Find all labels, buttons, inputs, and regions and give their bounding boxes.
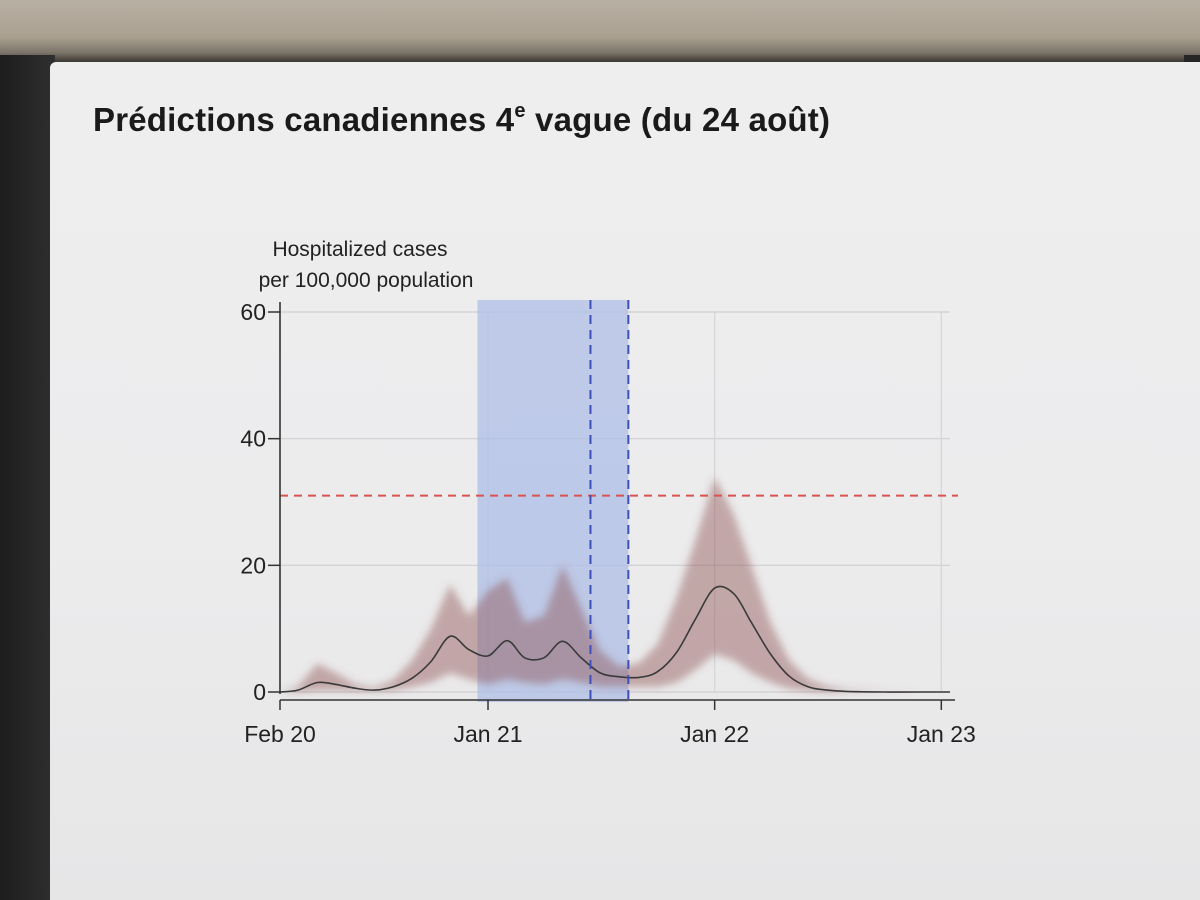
y-axis-label-line1: Hospitalized cases bbox=[272, 238, 447, 261]
axis-labels: Hospitalized cases per 100,000 populatio… bbox=[259, 238, 474, 292]
y-axis-label-line2: per 100,000 population bbox=[259, 269, 474, 292]
monitor-bezel-left bbox=[0, 55, 55, 900]
x-tick-label-3: Jan 23 bbox=[907, 721, 976, 747]
reference-lines bbox=[280, 300, 958, 704]
y-tick-label-40: 40 bbox=[240, 426, 266, 452]
y-tick-label-0: 0 bbox=[253, 679, 266, 705]
x-tick-label-2: Jan 22 bbox=[680, 721, 749, 747]
monitor-bezel-top bbox=[0, 0, 1200, 62]
slide-title-rest: vague (du 24 août) bbox=[525, 101, 831, 138]
y-tick-label-60: 60 bbox=[240, 299, 266, 325]
axes: 0 20 40 60 Feb 20 Jan 21 Jan 22 Jan 23 bbox=[240, 299, 975, 747]
x-tick-label-0: Feb 20 bbox=[244, 721, 316, 747]
slide-title-superscript: e bbox=[514, 100, 526, 122]
slide-title-main: Prédictions canadiennes 4 bbox=[93, 101, 515, 138]
y-tick-label-20: 20 bbox=[240, 552, 266, 578]
slide-title: Prédictions canadiennes 4e vague (du 24 … bbox=[93, 100, 830, 139]
x-tick-label-1: Jan 21 bbox=[453, 721, 522, 747]
